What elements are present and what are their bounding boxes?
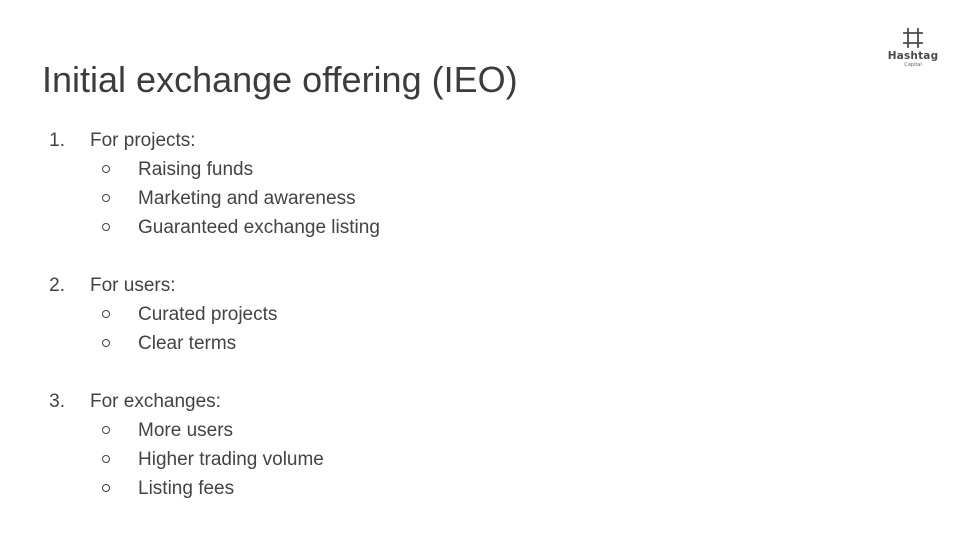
list-item: 2. For users: (0, 271, 960, 300)
sub-list-item-text: Clear terms (138, 333, 237, 354)
sub-list-item: Raising funds (0, 155, 960, 184)
sub-list-item: Higher trading volume (0, 445, 960, 474)
numbered-list: 1. For projects: Raising funds Marketing… (0, 126, 960, 503)
bullet-icon (102, 455, 110, 463)
sub-list-item-text: More users (138, 420, 234, 441)
list-item: 3. For exchanges: (0, 387, 960, 416)
list-item-label: For users: (90, 275, 176, 296)
sub-list-item: Marketing and awareness (0, 184, 960, 213)
list-spacer (0, 358, 960, 387)
bullet-icon (102, 426, 110, 434)
list-item-label: For exchanges: (90, 391, 221, 412)
sub-list-item: Curated projects (0, 300, 960, 329)
bullet-icon (102, 484, 110, 492)
sub-list-item: Guaranteed exchange listing (0, 213, 960, 242)
sub-list-item-text: Raising funds (138, 159, 254, 180)
sub-list-item-text: Higher trading volume (138, 449, 324, 470)
bullet-icon (102, 223, 110, 231)
sub-list-item-text: Curated projects (138, 304, 278, 325)
sub-list-item: Clear terms (0, 329, 960, 358)
sub-list-item: Listing fees (0, 474, 960, 503)
bullet-icon (102, 165, 110, 173)
list-item: 1. For projects: (0, 126, 960, 155)
slide-title: Initial exchange offering (IEO) (42, 59, 518, 100)
sub-list-item: More users (0, 416, 960, 445)
sub-list-item-text: Marketing and awareness (138, 188, 356, 209)
sub-list-item-text: Guaranteed exchange listing (138, 217, 380, 238)
list-spacer (0, 242, 960, 271)
list-item-number: 2. (49, 275, 65, 296)
logo-subtitle: Capital (904, 62, 922, 68)
bullet-icon (102, 339, 110, 347)
list-item-number: 1. (49, 130, 65, 151)
bullet-icon (102, 194, 110, 202)
list-item-number: 3. (49, 391, 65, 412)
list-item-label: For projects: (90, 130, 196, 151)
brand-logo: Hashtag Capital (884, 28, 942, 68)
hashtag-frame-icon (903, 28, 923, 48)
bullet-icon (102, 310, 110, 318)
sub-list-item-text: Listing fees (138, 478, 235, 499)
logo-wordmark: Hashtag (887, 50, 939, 62)
